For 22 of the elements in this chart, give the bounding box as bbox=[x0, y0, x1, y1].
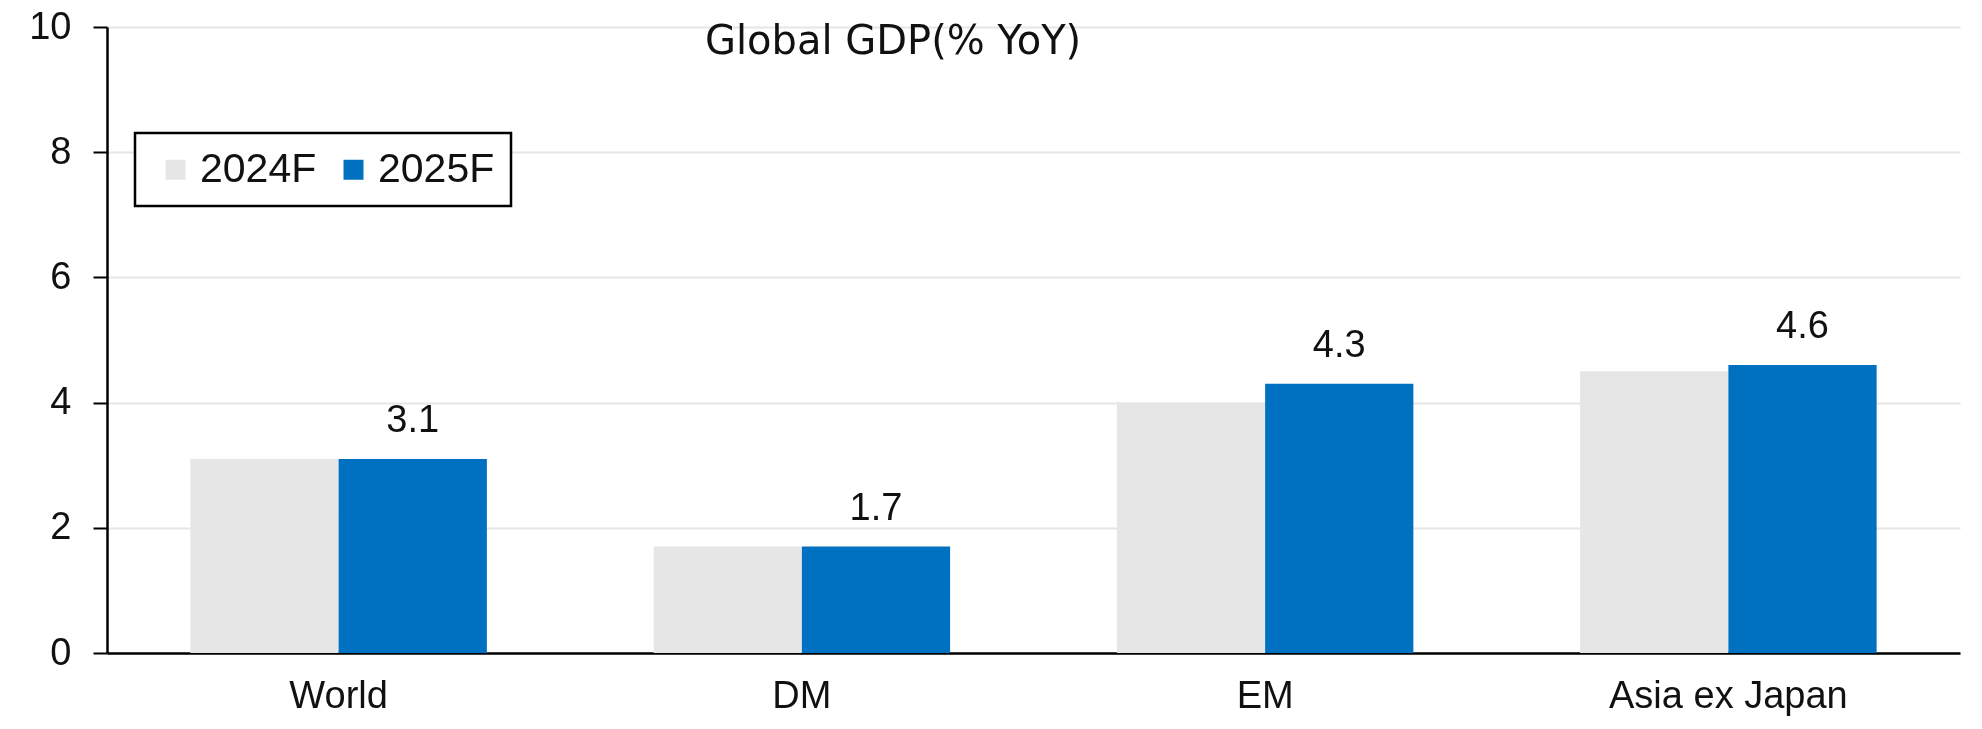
y-tick-label: 2 bbox=[50, 505, 72, 548]
bar bbox=[1265, 383, 1414, 653]
data-label: 4.3 bbox=[1312, 322, 1366, 365]
data-label: 1.7 bbox=[849, 485, 903, 528]
x-tick-label: EM bbox=[1236, 673, 1294, 716]
y-tick-label: 8 bbox=[50, 129, 72, 172]
data-label: 4.6 bbox=[1776, 304, 1829, 347]
y-tick-label: 0 bbox=[50, 630, 72, 673]
x-tick-label: Asia ex Japan bbox=[1609, 673, 1848, 716]
bar bbox=[338, 458, 487, 653]
chart-title: Global GDP(% YoY) bbox=[705, 17, 1082, 63]
bar bbox=[1728, 365, 1877, 653]
x-tick-label: DM bbox=[772, 673, 832, 716]
y-tick-label: 10 bbox=[29, 4, 72, 47]
y-tick-label: 4 bbox=[50, 380, 72, 423]
bar bbox=[801, 546, 951, 653]
y-tick-label: 6 bbox=[50, 254, 72, 297]
legend-label: 2024F bbox=[200, 144, 317, 191]
legend-label: 2025F bbox=[378, 144, 495, 191]
x-tick-label: World bbox=[289, 673, 388, 716]
bar bbox=[653, 546, 802, 653]
data-label: 3.1 bbox=[386, 397, 440, 440]
